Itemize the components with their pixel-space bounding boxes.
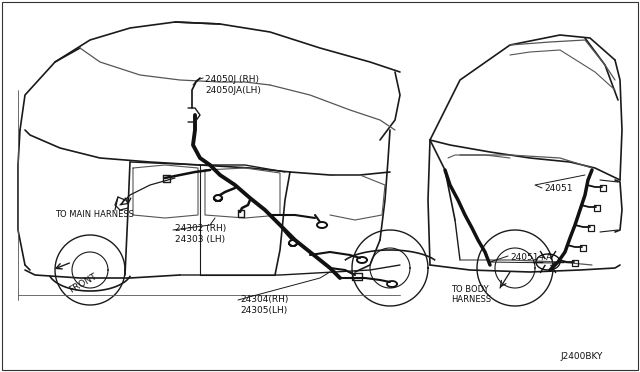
Text: FRONT: FRONT (68, 272, 99, 295)
Text: HARNESS: HARNESS (451, 295, 491, 304)
Text: 24050J (RH): 24050J (RH) (205, 75, 259, 84)
Text: 24302 (RH): 24302 (RH) (175, 224, 227, 233)
Text: 24051+A: 24051+A (510, 253, 552, 262)
Text: 24051: 24051 (544, 184, 573, 193)
Text: 24305(LH): 24305(LH) (240, 306, 287, 315)
Text: TO BODY: TO BODY (451, 285, 488, 294)
Text: 24304(RH): 24304(RH) (240, 295, 289, 304)
Text: 24050JA(LH): 24050JA(LH) (205, 86, 261, 95)
Text: TO MAIN HARNESS: TO MAIN HARNESS (55, 210, 134, 219)
Text: 24303 (LH): 24303 (LH) (175, 235, 225, 244)
Text: J2400BKY: J2400BKY (560, 352, 602, 361)
